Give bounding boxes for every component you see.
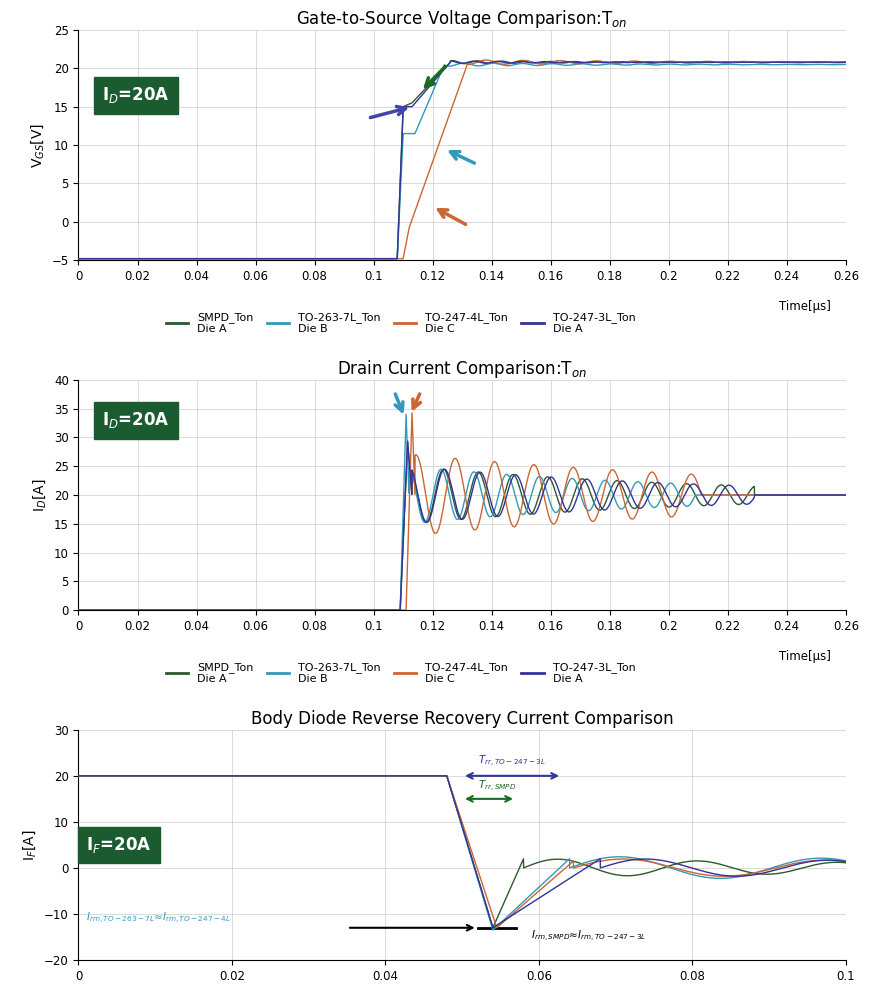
Text: Time[μs]: Time[μs] (779, 650, 830, 663)
Y-axis label: I$_D$[A]: I$_D$[A] (31, 478, 48, 512)
Text: I$_F$=20A: I$_F$=20A (86, 835, 152, 855)
Text: $T_{rr,TO-247-3L}$: $T_{rr,TO-247-3L}$ (478, 754, 546, 769)
Legend: SMPD_Ton
Die A, TO-263-7L_Ton
Die B, TO-247-4L_Ton
Die C, TO-247-3L_Ton
Die A: SMPD_Ton Die A, TO-263-7L_Ton Die B, TO-… (167, 662, 636, 684)
Y-axis label: V$_{GS}$[V]: V$_{GS}$[V] (29, 123, 46, 168)
Text: $I_{rm,SMPD}$≈$I_{rm,TO-247-3L}$: $I_{rm,SMPD}$≈$I_{rm,TO-247-3L}$ (531, 929, 647, 944)
Legend: SMPD_Ton
Die A, TO-263-7L_Ton
Die B, TO-247-4L_Ton
Die C, TO-247-3L_Ton
Die A: SMPD_Ton Die A, TO-263-7L_Ton Die B, TO-… (167, 312, 636, 334)
Text: $I_{rm,TO-263-7L}$≈$I_{rm,TO-247-4L}$: $I_{rm,TO-263-7L}$≈$I_{rm,TO-247-4L}$ (86, 911, 231, 926)
Y-axis label: I$_F$[A]: I$_F$[A] (22, 829, 38, 861)
Text: I$_D$=20A: I$_D$=20A (102, 410, 170, 430)
Title: Drain Current Comparison:T$_{on}$: Drain Current Comparison:T$_{on}$ (337, 358, 587, 380)
Text: I$_D$=20A: I$_D$=20A (102, 85, 170, 105)
Title: Gate-to-Source Voltage Comparison:T$_{on}$: Gate-to-Source Voltage Comparison:T$_{on… (296, 8, 628, 30)
Text: $T_{rr,SMPD}$: $T_{rr,SMPD}$ (478, 779, 516, 794)
Title: Body Diode Reverse Recovery Current Comparison: Body Diode Reverse Recovery Current Comp… (251, 710, 673, 728)
Text: Time[μs]: Time[μs] (779, 300, 830, 313)
